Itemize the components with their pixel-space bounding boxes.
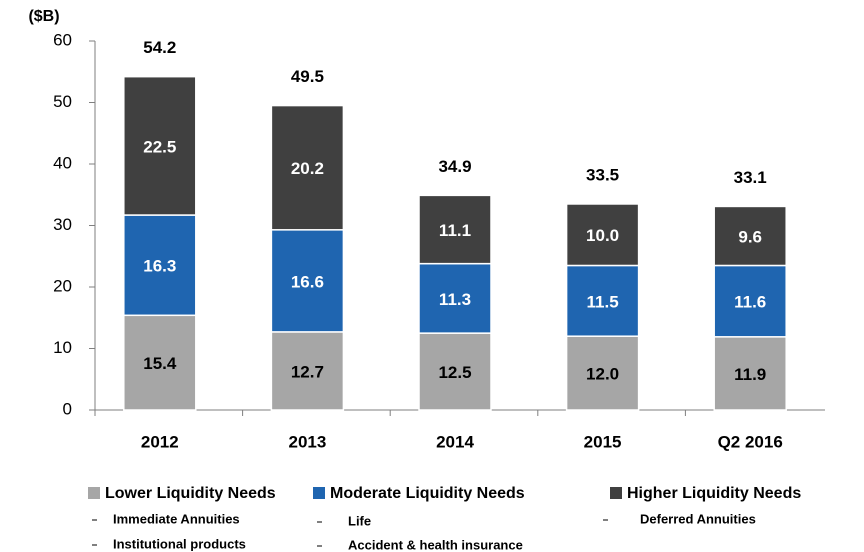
legend-swatch [313, 487, 325, 499]
y-tick-label: 10 [53, 338, 72, 357]
legend-note: Life [348, 513, 371, 528]
y-axis-label: ($B) [28, 8, 59, 25]
x-tick-label: 2014 [436, 432, 474, 451]
bar-segment [713, 205, 787, 267]
x-tick-label: 2013 [288, 432, 326, 451]
legend-swatch [88, 487, 100, 499]
y-tick-label: 0 [63, 399, 72, 418]
data-label: 15.4 [143, 354, 177, 373]
y-tick-label: 20 [53, 276, 72, 295]
legend-label: Lower Liquidity Needs [105, 485, 276, 502]
data-label: 11.6 [734, 293, 766, 312]
data-label: 16.6 [291, 272, 324, 291]
bar-segment [123, 214, 197, 317]
bar-segment [270, 331, 345, 411]
data-label: 20.2 [291, 159, 324, 178]
data-label: 12.5 [438, 363, 471, 382]
data-label: 11.3 [439, 290, 471, 309]
data-label: 12.0 [586, 365, 619, 384]
y-tick-label: 50 [53, 92, 72, 111]
total-label: 54.2 [143, 38, 176, 57]
y-tick-label: 40 [53, 153, 72, 172]
bar-segment [713, 264, 787, 338]
y-tick-label: 30 [53, 215, 72, 234]
bar-segment [565, 335, 640, 411]
total-label: 34.9 [438, 157, 471, 176]
legend-note: Deferred Annuities [640, 511, 756, 526]
legend-note: Accident & health insurance [348, 537, 523, 552]
legend-swatch [610, 487, 622, 499]
total-label: 33.5 [586, 165, 619, 184]
y-tick-label: 60 [53, 30, 72, 49]
data-label: 11.5 [587, 292, 619, 311]
bar-segment [270, 229, 345, 333]
x-tick-label: Q2 2016 [718, 432, 783, 451]
bar-segment [418, 194, 492, 265]
bar-segment [418, 332, 492, 411]
bar-segment [713, 336, 787, 411]
bar-segment [418, 262, 492, 334]
legend-note: Immediate Annuities [113, 511, 240, 526]
bar-segment [565, 203, 640, 267]
data-label: 9.6 [738, 227, 762, 246]
legend-label: Higher Liquidity Needs [627, 485, 801, 502]
data-label: 12.7 [291, 362, 324, 381]
data-label: 10.0 [586, 226, 619, 245]
x-tick-label: 2012 [141, 432, 179, 451]
data-label: 11.1 [439, 221, 471, 240]
total-label: 33.1 [734, 168, 767, 187]
bar-segment [270, 104, 345, 231]
legend-note: Institutional products [113, 536, 246, 551]
data-label: 16.3 [143, 257, 176, 276]
data-label: 22.5 [143, 137, 176, 156]
x-tick-label: 2015 [584, 432, 622, 451]
total-label: 49.5 [291, 67, 324, 86]
data-label: 11.9 [734, 365, 766, 384]
bar-segment [123, 75, 197, 216]
legend-label: Moderate Liquidity Needs [330, 485, 525, 502]
